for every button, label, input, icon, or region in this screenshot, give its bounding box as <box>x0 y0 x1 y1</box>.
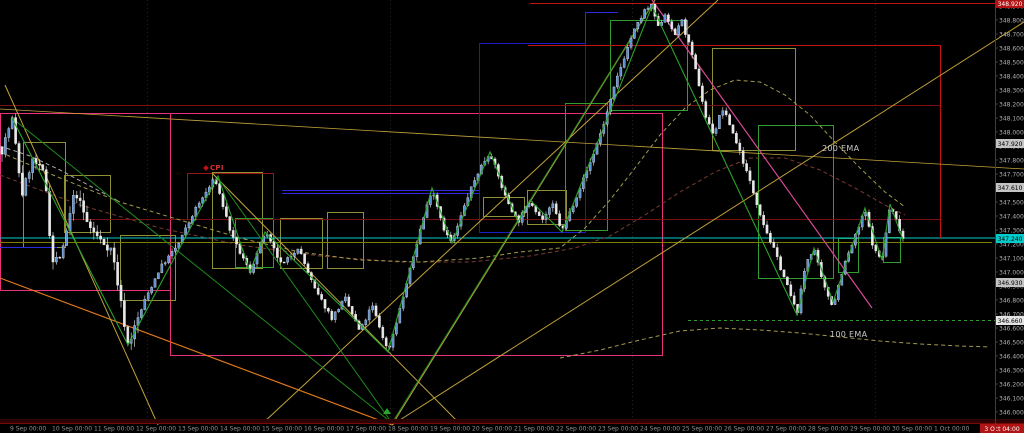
svg-text:347.300: 347.300 <box>999 228 1024 235</box>
svg-text:21 Sep 00:00: 21 Sep 00:00 <box>514 426 554 433</box>
price-badge <box>996 139 1024 148</box>
svg-text:348.100: 348.100 <box>999 116 1024 123</box>
svg-text:348.300: 348.300 <box>999 88 1024 95</box>
svg-text:346.400: 346.400 <box>999 354 1024 361</box>
svg-text:346.800: 346.800 <box>999 298 1024 305</box>
svg-text:18 Sep 00:00: 18 Sep 00:00 <box>388 426 428 433</box>
zigzag-indicator <box>11 4 904 353</box>
svg-text:19 Sep 00:00: 19 Sep 00:00 <box>430 426 470 433</box>
svg-text:348.600: 348.600 <box>999 46 1024 53</box>
svg-text:15 Sep 00:00: 15 Sep 00:00 <box>262 426 302 433</box>
candlesticks-layer <box>0 3 905 351</box>
svg-text:348.700: 348.700 <box>999 32 1024 39</box>
price-badge <box>996 0 1024 8</box>
price-badge <box>996 316 1024 325</box>
svg-text:30 Sep 00:00: 30 Sep 00:00 <box>892 426 932 433</box>
svg-text:347.240: 347.240 <box>998 236 1023 243</box>
svg-text:346.930: 346.930 <box>998 280 1023 287</box>
svg-text:347.100: 347.100 <box>999 256 1024 263</box>
svg-text:347.920: 347.920 <box>998 141 1023 148</box>
svg-text:14 Sep 00:00: 14 Sep 00:00 <box>220 426 260 433</box>
svg-text:13 Sep 00:00: 13 Sep 00:00 <box>178 426 218 433</box>
svg-text:25 Sep 00:00: 25 Sep 00:00 <box>682 426 722 433</box>
svg-text:346.300: 346.300 <box>999 368 1024 375</box>
price-badge <box>996 183 1024 192</box>
drawn-rectangles <box>0 20 901 357</box>
svg-text:346.100: 346.100 <box>999 396 1024 403</box>
svg-text:346.700: 346.700 <box>999 312 1024 319</box>
svg-text:20 Sep 00:00: 20 Sep 00:00 <box>472 426 512 433</box>
svg-text:12 Sep 00:00: 12 Sep 00:00 <box>136 426 176 433</box>
svg-text:348.920: 348.920 <box>998 1 1023 8</box>
current-time-badge: 3 Oct 04:00 <box>984 426 1019 433</box>
ema100-label: 100 EMA <box>830 330 868 339</box>
svg-text:24 Sep 00:00: 24 Sep 00:00 <box>640 426 680 433</box>
svg-text:26 Sep 00:00: 26 Sep 00:00 <box>724 426 764 433</box>
svg-text:10 Sep 00:00: 10 Sep 00:00 <box>52 426 92 433</box>
news-marker-icon <box>203 165 209 171</box>
svg-text:29 Sep 00:00: 29 Sep 00:00 <box>850 426 890 433</box>
price-badge <box>996 234 1024 243</box>
svg-text:348.400: 348.400 <box>999 74 1024 81</box>
svg-text:17 Sep 00:00: 17 Sep 00:00 <box>346 426 386 433</box>
svg-text:347.610: 347.610 <box>998 185 1023 192</box>
svg-text:348.200: 348.200 <box>999 102 1024 109</box>
price-axis[interactable]: 348.900348.800348.700348.600348.500348.4… <box>995 0 1024 433</box>
svg-text:22 Sep 00:00: 22 Sep 00:00 <box>556 426 596 433</box>
svg-text:346.200: 346.200 <box>999 382 1024 389</box>
svg-text:347.000: 347.000 <box>999 270 1024 277</box>
svg-text:346.600: 346.600 <box>999 326 1024 333</box>
svg-text:346.660: 346.660 <box>998 318 1023 325</box>
svg-text:347.500: 347.500 <box>999 200 1024 207</box>
ema200-label: 200 EMA <box>822 144 860 153</box>
level-lines <box>0 3 1006 321</box>
svg-text:9 Sep 00:00: 9 Sep 00:00 <box>10 426 46 433</box>
time-axis[interactable]: 9 Sep 00:00 10 Sep 00:00 11 Sep 00:00 12 Se… <box>0 419 1024 433</box>
svg-text:16 Sep 00:00: 16 Sep 00:00 <box>304 426 344 433</box>
svg-text:346.500: 346.500 <box>999 340 1024 347</box>
svg-text:27 Sep 00:00: 27 Sep 00:00 <box>766 426 806 433</box>
svg-text:347.700: 347.700 <box>999 172 1024 179</box>
svg-text:28 Sep 00:00: 28 Sep 00:00 <box>808 426 848 433</box>
price-badge <box>996 278 1024 287</box>
svg-text:346.000: 346.000 <box>999 410 1024 417</box>
svg-text:23 Sep 00:00: 23 Sep 00:00 <box>598 426 638 433</box>
cpi-news-label: CPI <box>203 164 224 172</box>
svg-text:348.000: 348.000 <box>999 130 1024 137</box>
svg-text:348.800: 348.800 <box>999 18 1024 25</box>
svg-text:347.200: 347.200 <box>999 242 1024 249</box>
svg-text:11 Sep 00:00: 11 Sep 00:00 <box>94 426 134 433</box>
svg-text:1 Oct 00:00: 1 Oct 00:00 <box>934 426 969 433</box>
svg-text:347.800: 347.800 <box>999 158 1024 165</box>
cpi-label-text: CPI <box>210 164 224 172</box>
svg-text:348.500: 348.500 <box>999 60 1024 67</box>
chart-markers <box>383 408 391 414</box>
svg-text:347.400: 347.400 <box>999 214 1024 221</box>
